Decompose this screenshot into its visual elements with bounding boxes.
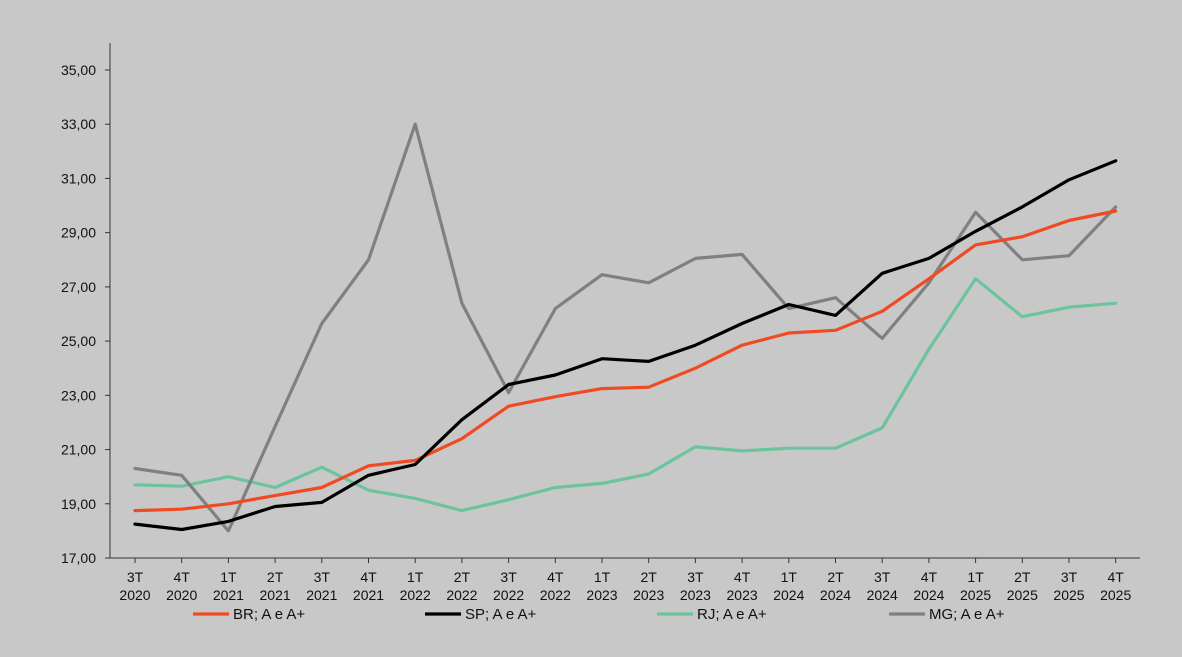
legend-item: BR; A e A+ (193, 606, 305, 623)
x-tick-label-year: 2023 (633, 587, 664, 603)
x-tick-label-year: 2022 (540, 587, 571, 603)
x-tick-label-quarter: 4T (1108, 569, 1125, 585)
x-tick-label-year: 2021 (260, 587, 291, 603)
legend-item: MG; A e A+ (889, 606, 1005, 623)
x-tick-label-quarter: 4T (360, 569, 377, 585)
legend-item: RJ; A e A+ (657, 606, 767, 623)
series-line-4 (133, 122, 1118, 533)
y-tick-label: 31,00 (61, 170, 96, 186)
x-tick-label-year: 2023 (586, 587, 617, 603)
x-tick-label-quarter: 2T (454, 569, 471, 585)
series-line-1 (133, 209, 1118, 513)
x-tick-label-quarter: 3T (1061, 569, 1078, 585)
x-tick-label-quarter: 2T (1014, 569, 1031, 585)
x-tick-label-year: 2022 (493, 587, 524, 603)
y-tick-label: 17,00 (61, 550, 96, 566)
x-tick-label-year: 2022 (446, 587, 477, 603)
x-tick-label-year: 2021 (353, 587, 384, 603)
x-tick-label-quarter: 2T (267, 569, 284, 585)
x-tick-label-quarter: 2T (641, 569, 658, 585)
x-tick-labels: 3T 2020 4T 2020 1T 2021 2T 2021 3T 2021 4T 2021 1T 20… (119, 558, 1131, 603)
x-tick-label-quarter: 3T (500, 569, 517, 585)
x-tick-label-quarter: 4T (734, 569, 751, 585)
y-tick-label: 33,00 (61, 116, 96, 132)
x-tick-label-quarter: 3T (874, 569, 891, 585)
legend-label: BR; A e A+ (233, 606, 305, 623)
axes (109, 43, 1140, 559)
x-tick-label-year: 2025 (1053, 587, 1084, 603)
x-tick-label-quarter: 4T (547, 569, 564, 585)
legend-label: MG; A e A+ (929, 606, 1005, 623)
legend-label: SP; A e A+ (465, 606, 537, 623)
x-tick-label-year: 2025 (960, 587, 991, 603)
x-tick-label-quarter: 1T (407, 569, 424, 585)
y-tick-labels: 17,00 19,00 21,00 23,00 25,00 27,00 29,00 31,00… (61, 62, 110, 566)
x-tick-label-quarter: 3T (687, 569, 704, 585)
x-tick-label-quarter: 1T (967, 569, 984, 585)
x-tick-label-year: 2024 (867, 587, 898, 603)
series-lines (133, 122, 1118, 533)
y-tick-label: 35,00 (61, 62, 96, 78)
x-tick-label-year: 2021 (306, 587, 337, 603)
x-tick-label-year: 2022 (400, 587, 431, 603)
x-tick-label-year: 2020 (119, 587, 150, 603)
y-tick-label: 27,00 (61, 279, 96, 295)
y-tick-label: 25,00 (61, 333, 96, 349)
x-tick-label-quarter: 4T (174, 569, 191, 585)
y-tick-label: 29,00 (61, 225, 96, 241)
x-tick-label-year: 2025 (1007, 587, 1038, 603)
x-tick-label-year: 2023 (680, 587, 711, 603)
x-tick-label-quarter: 4T (921, 569, 938, 585)
x-tick-label-quarter: 2T (827, 569, 844, 585)
y-tick-label: 21,00 (61, 442, 96, 458)
y-tick-label: 19,00 (61, 496, 96, 512)
x-tick-label-quarter: 3T (127, 569, 144, 585)
x-tick-label-quarter: 1T (220, 569, 237, 585)
legend-label: RJ; A e A+ (697, 606, 767, 623)
legend-item: SP; A e A+ (425, 606, 537, 623)
x-tick-label-year: 2024 (820, 587, 851, 603)
x-tick-label-year: 2024 (913, 587, 944, 603)
x-tick-label-year: 2025 (1100, 587, 1131, 603)
x-tick-label-quarter: 1T (781, 569, 798, 585)
x-tick-label-year: 2021 (213, 587, 244, 603)
x-tick-label-year: 2023 (727, 587, 758, 603)
x-tick-label-quarter: 1T (594, 569, 611, 585)
legend: BR; A e A+ SP; A e A+ RJ; A e A+ MG; A e A+ (193, 606, 1005, 623)
x-tick-label-quarter: 3T (314, 569, 331, 585)
x-tick-label-year: 2024 (773, 587, 804, 603)
y-tick-label: 23,00 (61, 387, 96, 403)
series-line-3 (133, 277, 1118, 513)
x-tick-label-year: 2020 (166, 587, 197, 603)
series-line-2 (133, 159, 1118, 532)
